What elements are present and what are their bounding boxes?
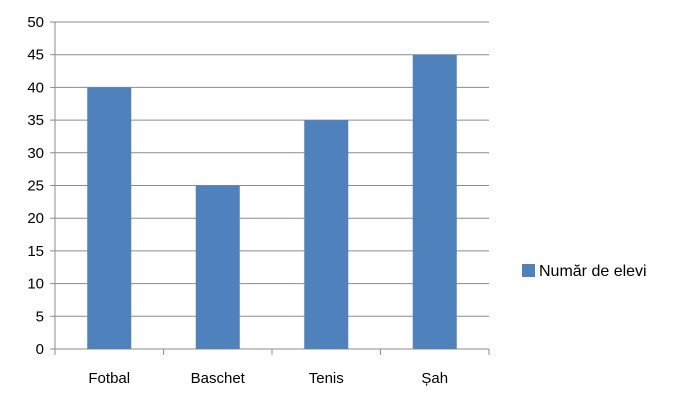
y-tick-label: 50 [27,14,44,31]
legend: Număr de elevi [522,263,647,280]
x-category-label: Fotbal [88,370,130,387]
y-tick-label: 30 [27,145,44,162]
legend-label: Număr de elevi [539,263,647,280]
y-tick-label: 35 [27,112,44,129]
y-tick-label: 25 [27,178,44,195]
x-category-label: Tenis [309,370,344,387]
bar-tenis [304,120,349,349]
y-tick-label: 10 [27,276,44,293]
bars [87,54,457,350]
y-tick-label: 0 [36,341,44,358]
x-category-label: Șah [421,370,448,387]
bar-fotbal [87,87,132,350]
x-category-label: Baschet [191,370,246,387]
y-tick-label: 5 [36,308,44,325]
bar-șah [412,54,457,349]
y-tick-label: 45 [27,47,44,64]
axis-labels: 0 5 10 15 20 25 30 35 40 45 50 Fotbal Baschet Tenis Șa… [27,14,448,387]
y-tick-label: 20 [27,210,44,227]
legend-swatch [522,264,535,277]
y-tick-label: 40 [27,79,44,96]
y-tick-label: 15 [27,243,44,260]
bar-baschet [195,185,240,349]
